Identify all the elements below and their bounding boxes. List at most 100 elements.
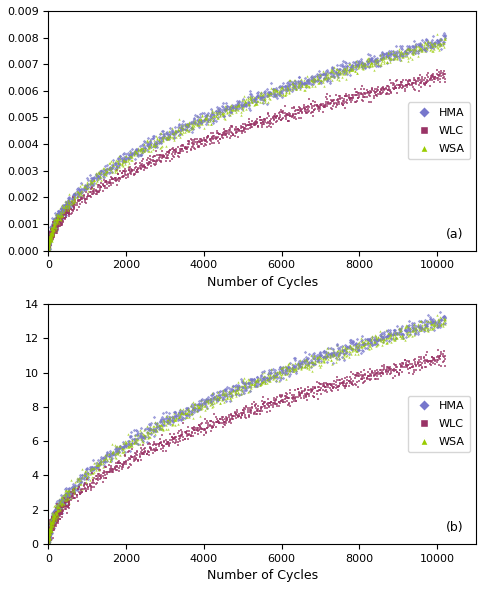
Point [176,407,184,416]
Point [259,373,267,383]
Point [49,234,57,243]
Point [49,228,57,237]
Point [415,45,423,54]
Point [48,226,56,236]
Point [383,331,391,340]
Point [47,519,55,528]
Point [54,502,62,511]
Point [339,97,347,106]
Point [74,187,82,197]
Point [62,205,70,214]
Point [368,58,375,67]
Point [438,347,445,356]
Point [386,85,394,94]
Point [142,144,149,153]
Point [355,62,363,72]
Point [145,160,153,169]
Point [146,421,154,430]
Point [242,97,249,106]
Point [264,369,272,378]
Point [298,357,306,366]
Point [387,329,395,338]
Point [238,128,245,137]
Point [66,203,73,212]
Point [51,223,58,233]
Point [285,88,293,98]
Point [240,124,248,134]
Point [382,51,389,61]
Point [175,114,183,123]
Point [49,226,57,236]
Point [379,52,387,61]
Point [289,360,297,369]
Point [255,377,262,386]
Point [55,213,62,222]
Point [303,355,311,364]
Point [203,113,211,123]
Point [416,39,424,48]
Point [45,527,53,537]
Point [87,481,95,491]
Point [325,72,332,82]
Point [82,183,90,193]
Point [227,409,235,419]
Point [412,359,419,368]
Point [416,320,424,329]
Point [55,213,62,223]
Point [238,411,245,420]
Point [48,228,56,237]
Point [373,54,381,64]
Point [48,515,56,524]
Point [55,218,63,227]
Point [113,445,121,455]
Point [62,502,70,511]
Point [48,233,56,242]
Point [142,432,149,442]
Point [272,112,280,121]
Point [196,403,204,412]
Point [407,363,414,372]
Point [49,223,57,233]
Point [57,206,65,215]
Point [297,106,305,115]
Point [52,507,60,517]
Point [176,412,184,421]
Point [350,336,357,346]
Point [50,518,57,528]
Point [187,122,195,131]
Point [378,89,386,98]
Point [64,202,71,211]
Point [56,512,64,521]
Point [225,125,232,135]
Point [308,385,316,395]
Point [185,117,193,126]
Point [49,224,57,234]
Point [50,217,58,226]
Point [48,515,56,525]
Point [262,377,270,386]
Point [389,365,397,375]
Point [415,73,423,82]
Point [198,395,205,404]
Point [432,359,440,368]
Point [51,519,59,529]
Point [209,131,217,141]
Point [45,532,53,542]
Point [46,531,54,540]
Point [190,118,198,127]
Point [341,343,349,352]
Point [56,221,64,231]
Point [45,240,53,250]
Point [438,319,445,329]
Point [133,168,141,177]
Point [52,513,60,522]
Point [46,232,54,241]
Point [55,508,63,517]
Point [101,177,109,187]
Point [316,72,324,82]
Point [402,320,410,330]
Point [61,203,69,213]
Point [303,102,311,112]
Point [76,489,84,499]
Point [142,143,149,153]
